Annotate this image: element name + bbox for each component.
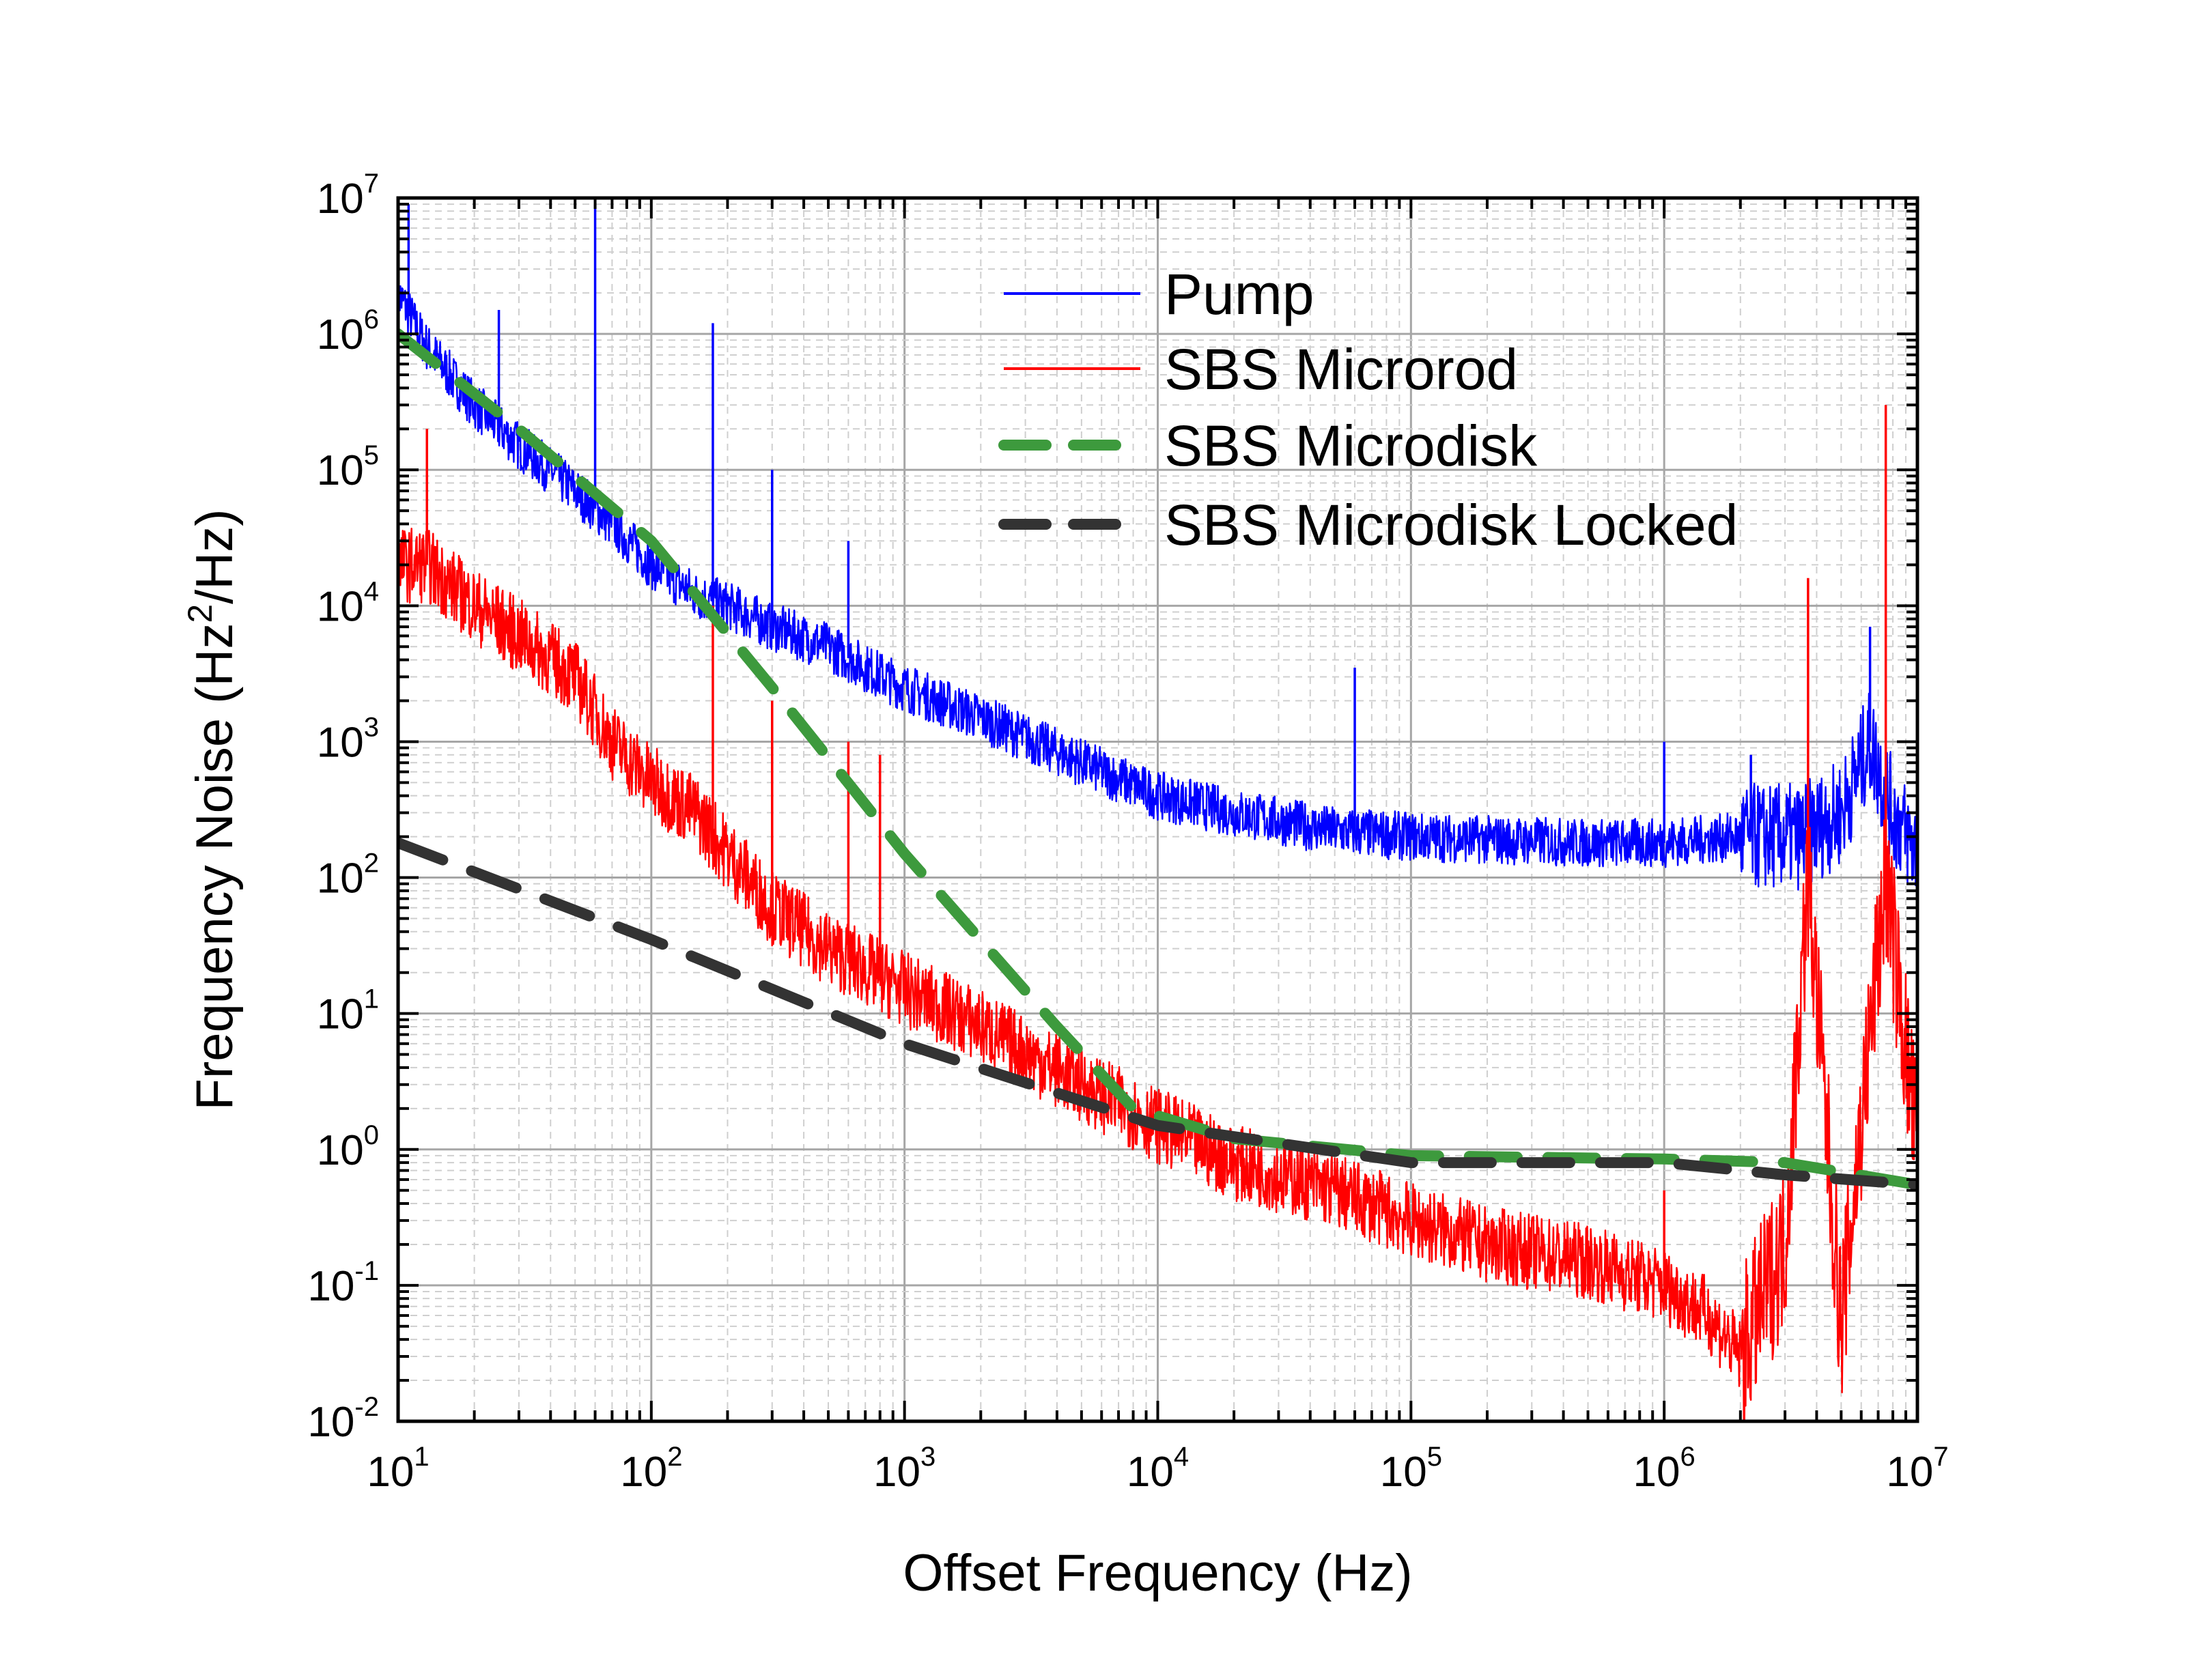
y-tick-label: 10-1: [307, 1256, 379, 1310]
legend-label: Pump: [1164, 262, 1314, 326]
series-sbs-microdisk: [398, 328, 1917, 1191]
x-tick-label: 101: [367, 1442, 429, 1496]
x-tick-exponent: 5: [1427, 1442, 1442, 1472]
y-tick-base: 10: [317, 1127, 364, 1174]
y-tick-base: 10: [317, 447, 364, 494]
x-tick-label: 105: [1380, 1442, 1442, 1496]
x-tick-base: 10: [1380, 1449, 1427, 1496]
x-tick-label: 107: [1886, 1442, 1948, 1496]
y-tick-label: 105: [317, 440, 379, 494]
x-tick-labels: 101 102 103 104 105 106 107: [367, 1442, 1948, 1496]
y-axis-title: Frequency Noise (Hz2/Hz): [181, 509, 244, 1111]
y-tick-base: 10: [317, 175, 364, 223]
y-tick-base: 10: [317, 311, 364, 358]
axis-ticks: [397, 197, 1919, 1423]
series-pump: [398, 204, 1917, 891]
series-line: [398, 837, 1917, 1191]
x-tick-label: 106: [1633, 1442, 1695, 1496]
y-tick-base: 10: [317, 719, 364, 766]
series-line: [398, 328, 1917, 1191]
x-tick-label: 104: [1127, 1442, 1189, 1496]
y-tick-exponent: 2: [364, 849, 379, 879]
y-tick-exponent: 4: [364, 576, 379, 606]
y-tick-exponent: 6: [364, 304, 379, 334]
x-tick-exponent: 3: [920, 1442, 935, 1472]
legend-item: SBS Microrod: [1004, 337, 1518, 401]
legend-label: SBS Microdisk: [1164, 414, 1538, 478]
y-tick-label: 101: [317, 984, 379, 1038]
x-tick-base: 10: [1127, 1449, 1174, 1496]
x-tick-base: 10: [620, 1449, 667, 1496]
legend-item: SBS Microdisk: [998, 414, 1538, 478]
y-tick-label: 104: [317, 576, 379, 630]
y-axis-title-tail: /Hz): [186, 509, 244, 604]
x-tick-label: 102: [620, 1442, 682, 1496]
x-tick-base: 10: [1633, 1449, 1680, 1496]
y-tick-label: 107: [317, 169, 379, 223]
y-tick-label: 103: [317, 712, 379, 766]
x-tick-base: 10: [873, 1449, 920, 1496]
series-layer: [398, 204, 1917, 1421]
x-tick-label: 103: [873, 1442, 935, 1496]
y-tick-label: 106: [317, 304, 379, 358]
y-tick-label: 10-2: [307, 1392, 379, 1446]
x-tick-exponent: 2: [667, 1442, 682, 1472]
y-tick-exponent: 3: [364, 712, 379, 742]
x-tick-base: 10: [367, 1449, 414, 1496]
y-tick-exponent: 5: [364, 440, 379, 470]
y-tick-exponent: 0: [364, 1120, 379, 1150]
legend: Pump SBS Microrod SBS Microdisk SBS Microdi…: [998, 262, 1738, 557]
x-tick-exponent: 7: [1933, 1442, 1948, 1472]
y-axis-title-sup: 2: [181, 604, 219, 623]
x-tick-exponent: 6: [1680, 1442, 1695, 1472]
series-sbs-microdisk-locked: [398, 837, 1917, 1191]
x-tick-base: 10: [1886, 1449, 1933, 1496]
legend-label: SBS Microrod: [1164, 337, 1518, 401]
x-axis-title: Offset Frequency (Hz): [903, 1544, 1412, 1602]
legend-item: Pump: [1004, 262, 1314, 326]
y-tick-exponent: -1: [354, 1256, 379, 1286]
y-tick-base: 10: [307, 1263, 354, 1310]
legend-label: SBS Microdisk Locked: [1164, 493, 1738, 557]
y-tick-label: 100: [317, 1120, 379, 1174]
y-tick-exponent: 7: [364, 169, 379, 199]
legend-item: SBS Microdisk Locked: [998, 493, 1738, 557]
y-tick-base: 10: [307, 1399, 354, 1446]
y-tick-exponent: -2: [354, 1392, 379, 1422]
y-tick-base: 10: [317, 991, 364, 1038]
y-tick-label: 102: [317, 849, 379, 902]
y-axis-title-main: Frequency Noise (Hz: [186, 623, 244, 1111]
y-tick-exponent: 1: [364, 984, 379, 1014]
x-tick-exponent: 4: [1174, 1442, 1189, 1472]
y-tick-base: 10: [317, 583, 364, 630]
y-tick-base: 10: [317, 855, 364, 902]
x-tick-exponent: 1: [414, 1442, 429, 1472]
